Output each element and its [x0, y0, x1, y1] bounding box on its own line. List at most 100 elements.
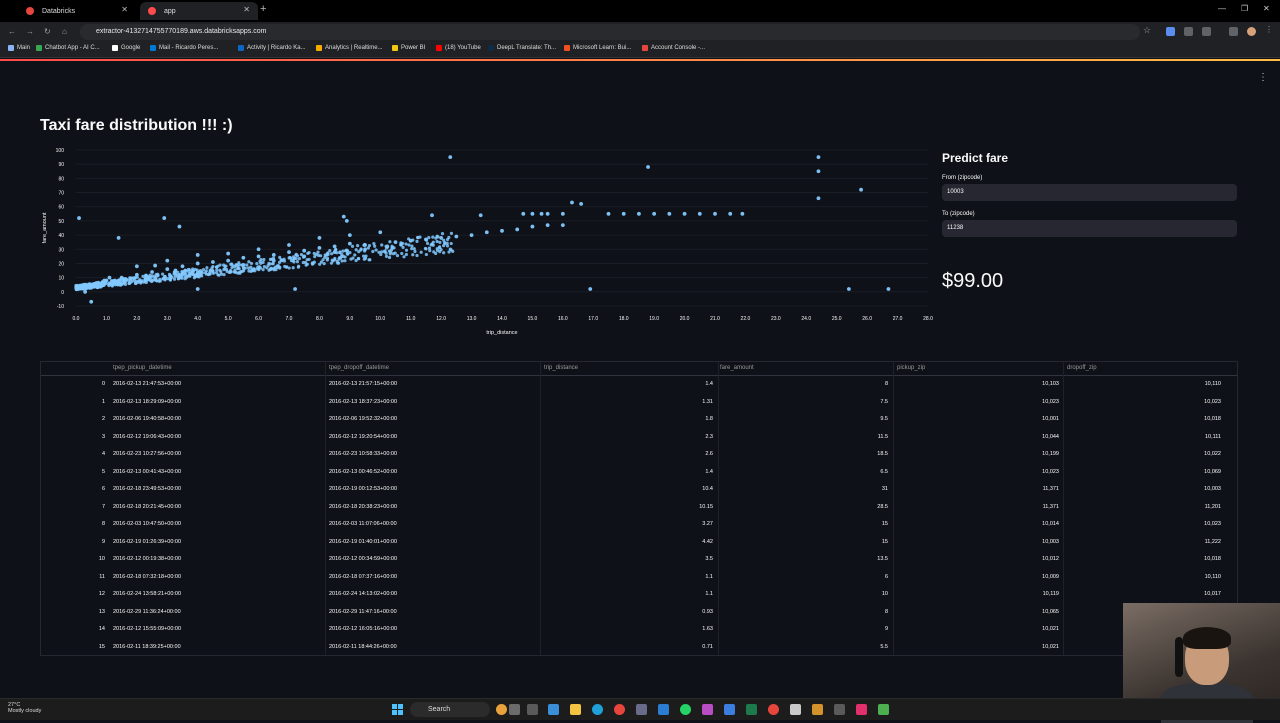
table-row[interactable]: 5 2016-02-13 00:41:43+00:00 2016-02-13 00:…: [41, 464, 1237, 482]
column-header[interactable]: fare_amount: [720, 365, 754, 371]
table-row[interactable]: 11 2016-02-18 07:32:18+00:00 2016-02-18 07…: [41, 569, 1237, 587]
scatter-point: [372, 242, 376, 246]
bookmark-item[interactable]: Power BI: [392, 45, 425, 51]
scatter-point: [354, 258, 358, 263]
scatter-point: [77, 287, 81, 291]
scatter-point: [271, 258, 276, 263]
table-row[interactable]: 4 2016-02-23 10:27:56+00:00 2016-02-23 10:…: [41, 446, 1237, 464]
column-divider: [893, 362, 894, 655]
column-header[interactable]: trip_distance: [544, 365, 579, 371]
bookmark-item[interactable]: Google: [112, 45, 140, 51]
row-index: 2: [101, 416, 105, 422]
copilot-icon[interactable]: [496, 704, 507, 715]
scatter-point: [123, 277, 128, 281]
table-row[interactable]: 6 2016-02-18 23:49:53+00:00 2016-02-19 00:…: [41, 481, 1237, 499]
x-tick-label: 15.0: [528, 316, 538, 322]
bookmark-item[interactable]: Main: [8, 45, 30, 51]
app-icon[interactable]: [768, 704, 779, 715]
scatter-point: [211, 271, 216, 275]
table-row[interactable]: 15 2016-02-11 18:39:25+00:00 2016-02-11 18…: [41, 639, 1237, 657]
excel-icon[interactable]: [746, 704, 757, 715]
instagram-icon[interactable]: [856, 704, 867, 715]
row-index: 14: [98, 626, 105, 632]
taskview-icon[interactable]: [509, 704, 520, 715]
app-icon[interactable]: [812, 704, 823, 715]
store-icon[interactable]: [548, 704, 559, 715]
data-table[interactable]: tpep_pickup_datetime tpep_dropoff_datetim…: [40, 361, 1238, 656]
download-icon[interactable]: [1229, 27, 1238, 36]
column-header[interactable]: dropoff_zip: [1067, 365, 1097, 371]
browser-menu-icon[interactable]: ⋮: [1265, 25, 1273, 34]
table-cell: 2016-02-03 10:47:50+00:00: [113, 521, 182, 527]
file-explorer-icon[interactable]: [570, 704, 581, 715]
tab-app[interactable]: app ✕: [140, 2, 258, 20]
extension-icon[interactable]: [1166, 27, 1175, 36]
scatter-point: [165, 267, 170, 272]
extensions-puzzle-icon[interactable]: [1202, 27, 1211, 36]
scatter-point: [208, 268, 213, 273]
app-icon[interactable]: [724, 704, 735, 715]
from-zipcode-input[interactable]: 10003: [942, 184, 1237, 201]
close-icon[interactable]: ✕: [243, 5, 250, 14]
bookmark-item[interactable]: Microsoft Learn: Bui...: [564, 45, 631, 51]
scatter-point: [303, 260, 308, 265]
home-icon[interactable]: ⌂: [62, 27, 67, 36]
terminal-icon[interactable]: [834, 704, 845, 715]
bookmark-item[interactable]: Analytics | Realtime...: [316, 45, 383, 51]
scatter-point: [234, 263, 238, 267]
minimize-icon[interactable]: —: [1218, 4, 1226, 13]
weather-widget[interactable]: 27°C Mostly cloudy: [8, 702, 41, 714]
table-row[interactable]: 13 2016-02-29 11:36:24+00:00 2016-02-29 11…: [41, 604, 1237, 622]
widgets-icon[interactable]: [527, 704, 538, 715]
bookmark-item[interactable]: Activity | Ricardo Ka...: [238, 45, 306, 51]
table-row[interactable]: 0 2016-02-13 21:47:53+00:00 2016-02-13 21:…: [41, 376, 1237, 394]
app-icon[interactable]: [878, 704, 889, 715]
forward-icon[interactable]: →: [26, 27, 34, 36]
maximize-icon[interactable]: ❐: [1241, 4, 1249, 13]
profile-avatar[interactable]: [1247, 27, 1256, 36]
edge-icon[interactable]: [592, 704, 603, 715]
scatter-point: [187, 269, 191, 274]
windows-start-icon[interactable]: [392, 704, 403, 715]
reload-icon[interactable]: ↻: [44, 27, 51, 36]
app-menu-icon[interactable]: ⋮: [1258, 72, 1268, 83]
table-row[interactable]: 12 2016-02-24 13:58:21+00:00 2016-02-24 14…: [41, 586, 1237, 604]
app-icon[interactable]: [790, 704, 801, 715]
scatter-point: [184, 268, 188, 273]
table-row[interactable]: 9 2016-02-19 01:26:39+00:00 2016-02-19 01:…: [41, 534, 1237, 552]
table-row[interactable]: 2 2016-02-06 19:40:58+00:00 2016-02-06 19:…: [41, 411, 1237, 429]
table-row[interactable]: 7 2016-02-18 20:21:45+00:00 2016-02-18 20:…: [41, 499, 1237, 517]
new-tab-button[interactable]: +: [260, 3, 267, 15]
table-row[interactable]: 1 2016-02-13 18:29:09+00:00 2016-02-13 18:…: [41, 394, 1237, 412]
whatsapp-icon[interactable]: [680, 704, 691, 715]
table-row[interactable]: 3 2016-02-12 19:06:43+00:00 2016-02-12 19:…: [41, 429, 1237, 447]
app-icon[interactable]: [636, 704, 647, 715]
star-icon[interactable]: ☆: [1143, 25, 1152, 35]
table-row[interactable]: 14 2016-02-12 15:55:09+00:00 2016-02-12 16…: [41, 621, 1237, 639]
bookmark-item[interactable]: DeepL Translate: Th...: [488, 45, 556, 51]
vscode-icon[interactable]: [658, 704, 669, 715]
bookmark-item[interactable]: Account Console -...: [642, 45, 705, 51]
table-row[interactable]: 8 2016-02-03 10:47:50+00:00 2016-02-03 11:…: [41, 516, 1237, 534]
to-zipcode-input[interactable]: 11238: [942, 220, 1237, 237]
row-index: 11: [99, 573, 105, 580]
x-tick-label: 27.0: [893, 316, 903, 322]
back-icon[interactable]: ←: [8, 27, 16, 36]
chrome-icon[interactable]: [614, 704, 625, 715]
url-field[interactable]: extractor-4132714755770189.aws.databrick…: [80, 24, 1140, 40]
onenote-icon[interactable]: [702, 704, 713, 715]
extension-icon[interactable]: [1184, 27, 1193, 36]
table-row[interactable]: 10 2016-02-12 00:19:38+00:00 2016-02-12 00…: [41, 551, 1237, 569]
taskbar-search[interactable]: Search: [410, 702, 490, 717]
table-cell: 2016-02-11 18:44:26+00:00: [329, 643, 397, 650]
bookmark-item[interactable]: Chatbot App - AI C...: [36, 45, 100, 51]
close-icon[interactable]: ✕: [121, 5, 128, 14]
column-header[interactable]: pickup_zip: [897, 365, 926, 371]
tab-databricks[interactable]: Databricks ✕: [18, 2, 136, 20]
bookmark-item[interactable]: Mail - Ricardo Peres...: [150, 45, 218, 51]
column-header[interactable]: tpep_dropoff_datetime: [329, 365, 389, 371]
close-window-icon[interactable]: ✕: [1263, 4, 1270, 13]
table-cell: 0.93: [702, 608, 713, 615]
bookmark-item[interactable]: (18) YouTube: [436, 45, 481, 51]
column-header[interactable]: tpep_pickup_datetime: [113, 365, 172, 371]
